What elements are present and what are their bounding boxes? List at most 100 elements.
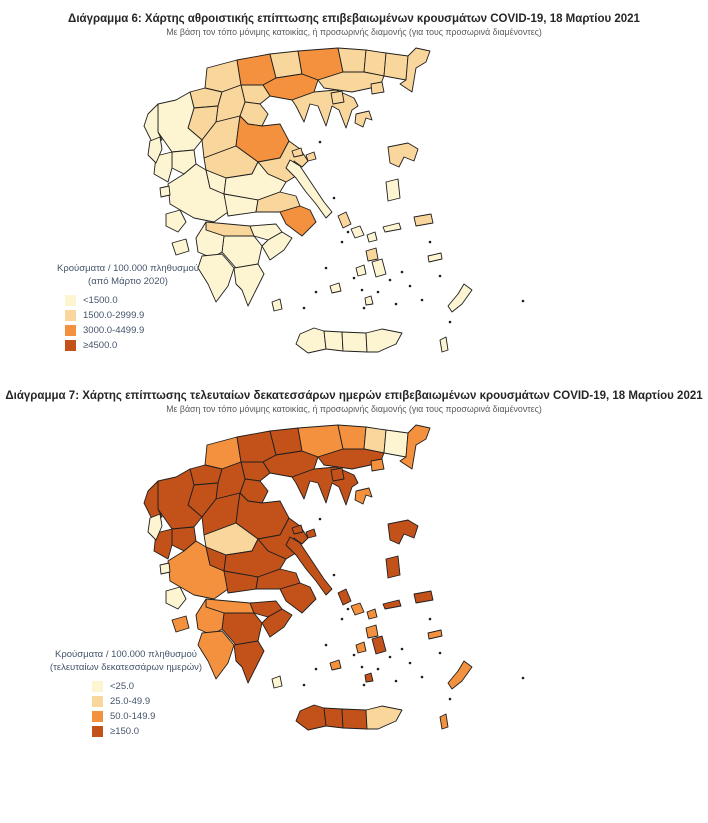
islet-dot (388, 655, 392, 659)
region-pella (236, 430, 277, 463)
region-sporades-skiathos (291, 147, 304, 158)
legend-title-line1: Κρούσματα / 100.000 πληθυσμού (57, 263, 199, 274)
islet-dot (324, 643, 328, 647)
figure-6-subtitle: Με βάση τον τόπο μόνιμης κατοικίας, ή πρ… (166, 27, 542, 37)
region-rethymno (323, 707, 344, 729)
region-ikaria (382, 222, 402, 233)
figure-6-title: Διάγραμμα 6: Χάρτης αθροιστικής επίπτωση… (68, 13, 640, 25)
region-limnos (354, 487, 373, 505)
islet-dot (362, 306, 366, 310)
region-elia (195, 598, 225, 636)
legend-row: ≥4500.0 (65, 338, 218, 353)
legend-label: 50.0-149.9 (110, 711, 156, 722)
greece-choropleth-map (143, 47, 525, 354)
region-lefkada (159, 185, 171, 198)
region-evros (399, 424, 431, 470)
region-rhodopi (383, 429, 409, 458)
islet-dot (376, 667, 380, 671)
map-regions (143, 47, 473, 354)
region-kefalonia (165, 586, 187, 610)
region-chania (295, 704, 327, 731)
legend-row: ≥150.0 (92, 724, 222, 739)
region-kastoria (189, 87, 223, 109)
region-samothrace (370, 458, 385, 472)
region-drama (337, 424, 367, 450)
region-kavala (317, 448, 385, 470)
region-rethymno (323, 330, 344, 352)
region-messinia (197, 253, 235, 303)
region-chania (295, 327, 327, 354)
legend-cumulative: Κρούσματα / 100.000 πληθυσμού (από Μάρτι… (38, 263, 218, 353)
region-sporades-skopelos (305, 151, 317, 162)
region-kythira (271, 298, 283, 312)
region-pella (236, 53, 277, 86)
islet-dot (314, 667, 318, 671)
region-mykonos (366, 231, 378, 243)
region-lefkada (159, 562, 171, 575)
islet-dot (394, 679, 398, 683)
legend-row: 3000.0-4499.9 (65, 323, 218, 338)
legend-label: 3000.0-4499.9 (83, 325, 145, 336)
region-paros (355, 641, 367, 654)
region-chios (385, 555, 401, 579)
region-ioannina (157, 468, 203, 530)
islet-dots (302, 517, 525, 701)
region-thesprotia (143, 103, 163, 143)
legend-swatch-class1 (65, 295, 76, 306)
map-regions (143, 424, 473, 731)
islet-dot (340, 240, 344, 244)
islet-dot (521, 676, 525, 680)
legend-swatch-class2 (65, 310, 76, 321)
region-sporades-skiathos (291, 524, 304, 535)
region-attica (279, 582, 317, 614)
region-kefalonia (165, 209, 187, 233)
map-cumulative-incidence (110, 46, 690, 381)
region-ikaria (382, 599, 402, 610)
region-kavala (317, 71, 385, 93)
legend-label: 25.0-49.9 (110, 696, 151, 707)
region-karpathos (439, 713, 449, 730)
legend-label: <25.0 (110, 681, 135, 692)
region-lasithi (365, 705, 403, 730)
region-kastoria (189, 464, 223, 486)
region-drama (337, 47, 367, 73)
legend-label: 1500.0-2999.9 (83, 310, 145, 321)
region-euboea (285, 159, 333, 219)
islet-dot (448, 697, 452, 701)
islet-dot (420, 298, 424, 302)
region-kos (427, 252, 443, 263)
region-attica (279, 205, 317, 237)
islet-dot (346, 230, 350, 234)
region-laconia (233, 263, 265, 307)
region-chios (385, 178, 401, 202)
islet-dot (340, 617, 344, 621)
region-thesprotia (143, 480, 163, 520)
legend-title-line2: (από Μάρτιο 2020) (88, 275, 168, 287)
region-preveza (153, 151, 173, 183)
region-rhodes (447, 660, 473, 690)
islet-dot (394, 302, 398, 306)
region-thessaloniki (262, 73, 319, 101)
region-karpathos (439, 336, 449, 353)
region-heraklion (341, 708, 368, 730)
region-preveza (153, 528, 173, 560)
legend-row: 25.0-49.9 (92, 694, 222, 709)
islet-dot (346, 607, 350, 611)
islet-dot (360, 288, 364, 292)
region-xanthi (363, 426, 387, 454)
region-kythira (271, 675, 283, 689)
islet-dot (314, 290, 318, 294)
region-kos (427, 629, 443, 640)
region-thessaloniki (262, 450, 319, 478)
islet-dot (318, 517, 322, 521)
islet-dot (400, 270, 404, 274)
region-rhodes (447, 283, 473, 313)
region-lesbos (387, 142, 419, 168)
region-andros (337, 588, 352, 606)
legend-14day: Κρούσματα / 100.000 πληθυσμού (τελευταίω… (30, 649, 222, 739)
islet-dot (400, 647, 404, 651)
legend-label: ≥150.0 (110, 726, 139, 737)
region-santorini (364, 295, 374, 306)
region-syros (365, 624, 379, 639)
region-euboea (285, 536, 333, 596)
